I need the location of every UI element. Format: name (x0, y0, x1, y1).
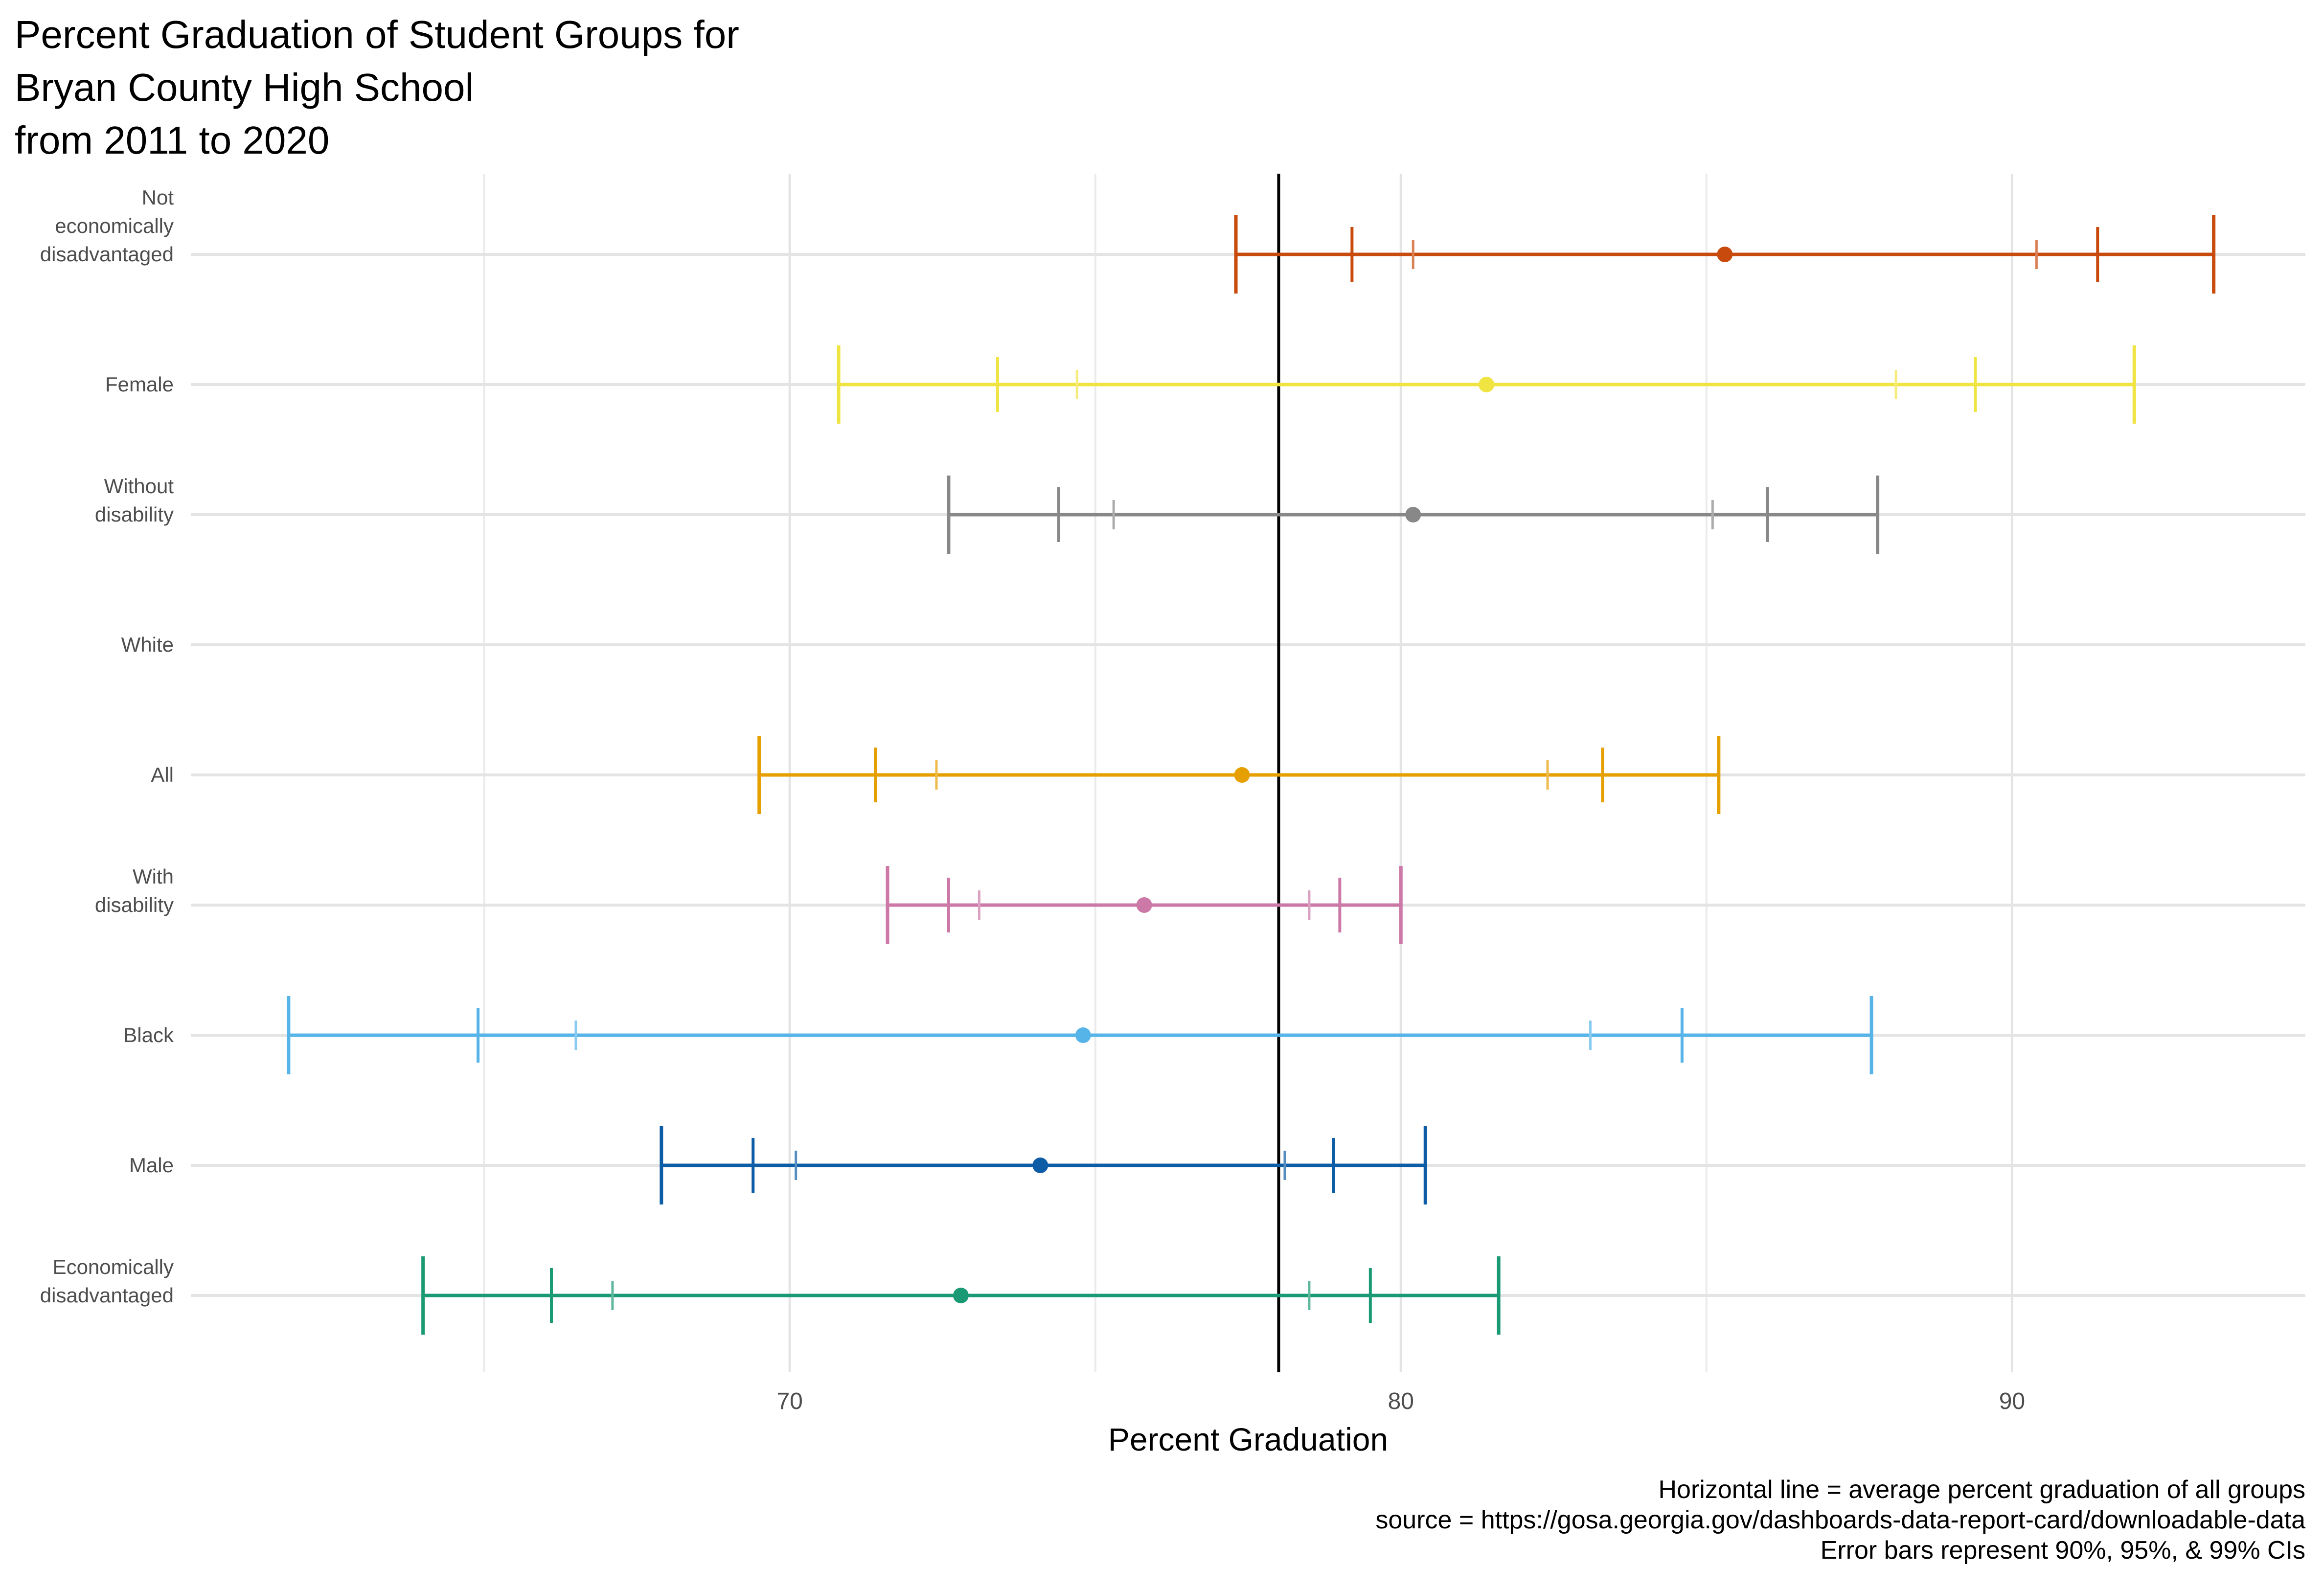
category-label: Black (123, 1023, 174, 1046)
category-label: With (133, 865, 174, 888)
x-tick-label: 70 (776, 1388, 802, 1414)
error-bar-group (1234, 215, 2216, 294)
title-line: from 2011 to 2020 (15, 118, 329, 162)
x-tick-label: 90 (1999, 1388, 2025, 1414)
error-bar-group (947, 476, 1880, 554)
chart-caption: Horizontal line = average percent gradua… (1375, 1476, 2305, 1565)
category-label: disadvantaged (40, 243, 174, 266)
category-label: Female (105, 373, 174, 396)
error-bar-group (837, 345, 2136, 424)
point-estimate (1479, 377, 1495, 392)
category-labels: Not economically disadvantaged Female Withou… (40, 186, 174, 1307)
error-bar-group (886, 866, 1403, 944)
title-line: Percent Graduation of Student Groups for (15, 13, 739, 56)
category-label: Male (129, 1154, 174, 1177)
caption-line: Horizontal line = average percent gradua… (1659, 1476, 2306, 1504)
point-estimate (1717, 247, 1733, 262)
error-bar-group (287, 996, 1873, 1074)
title-line: Bryan County High School (15, 66, 474, 109)
point-estimate (1075, 1027, 1091, 1043)
caption-line: source = https://gosa.georgia.gov/dashbo… (1375, 1506, 2305, 1534)
error-bar-group (660, 1126, 1427, 1204)
point-estimate (1136, 897, 1152, 913)
error-bar-group (421, 1256, 1501, 1335)
category-label: All (151, 763, 174, 786)
x-tick-label: 80 (1388, 1388, 1414, 1414)
point-estimate (1032, 1158, 1048, 1173)
point-estimate (1405, 507, 1421, 522)
category-label: Not (142, 186, 174, 209)
x-axis-title: Percent Graduation (1108, 1421, 1388, 1457)
category-label: Economically (53, 1255, 174, 1278)
error-bar-series (287, 215, 2216, 1335)
category-label: economically (55, 214, 174, 237)
category-label: disability (95, 503, 174, 526)
point-estimate (1234, 767, 1250, 783)
error-bar-group (757, 736, 1721, 814)
caption-line: Error bars represent 90%, 95%, & 99% CIs (1821, 1536, 2305, 1565)
category-label: disadvantaged (40, 1284, 174, 1307)
point-estimate (953, 1288, 969, 1303)
x-tick-labels: 70 80 90 (776, 1388, 2025, 1414)
category-label: Without (104, 475, 174, 498)
category-label: disability (95, 893, 174, 916)
chart-title: Percent Graduation of Student Groups for… (15, 13, 739, 162)
category-label: White (121, 633, 174, 656)
